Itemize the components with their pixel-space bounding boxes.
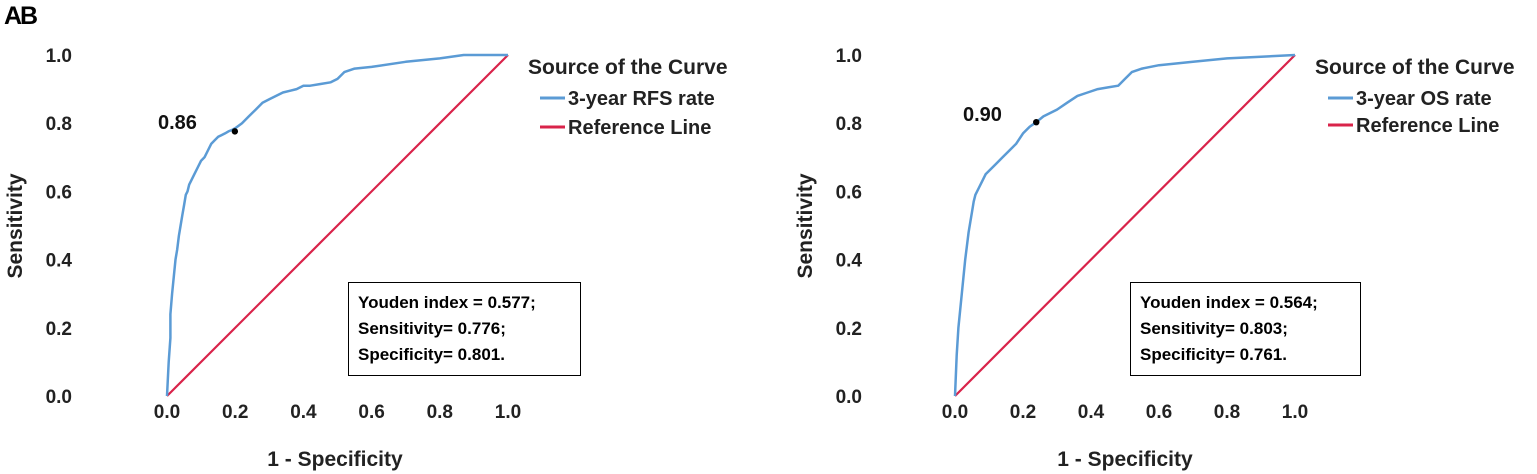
x-axis-title: 1 - Specificity: [267, 448, 403, 471]
legend: Source of the Curve 3-year RFS rate Refe…: [528, 56, 728, 139]
y-tick-label: 0.8: [836, 114, 862, 135]
stats-box: Youden index = 0.577; Sensitivity= 0.776…: [348, 282, 581, 376]
y-tick-label: 0.2: [46, 319, 72, 340]
panel-letter: B: [20, 2, 38, 30]
roc-chart-a: A 0.00.20.40.60.81.0 0.0 0.2 0.4 0.6 0.8 1.0 …: [4, 2, 728, 471]
x-tick-label: 0.0: [154, 402, 180, 423]
specificity-value: Specificity= 0.761.: [1140, 345, 1287, 364]
y-axis-title: Sensitivity: [794, 173, 817, 278]
x-tick-label: 0.4: [290, 402, 317, 423]
y-tick-label: 1.0: [836, 46, 862, 67]
stats-box: Youden index = 0.564; Sensitivity= 0.803…: [1130, 282, 1361, 376]
y-ticks: 0.0 0.2 0.4 0.6 0.8 1.0: [836, 46, 863, 408]
y-tick-label: 0.8: [46, 114, 72, 135]
x-ticks: 0.0 0.2 0.4 0.6 0.8 1.0: [154, 402, 521, 423]
x-ticks: 0.0 0.2 0.4 0.6 0.8 1.0: [942, 402, 1308, 423]
x-tick-label: 0.0: [942, 402, 968, 423]
sensitivity-value: Sensitivity= 0.776;: [358, 319, 506, 338]
y-tick-label: 0.4: [46, 251, 73, 272]
x-tick-label: 0.2: [222, 402, 248, 423]
legend-label-reference: Reference Line: [568, 117, 711, 139]
youden-index: Youden index = 0.577;: [358, 293, 536, 312]
plot-area: [953, 53, 1296, 397]
roc-curve: [165, 53, 508, 397]
cutoff-point: [231, 128, 239, 135]
x-tick-label: 1.0: [495, 402, 521, 423]
x-tick-label: 1.0: [1282, 402, 1308, 423]
x-tick-label: 0.4: [1078, 402, 1105, 423]
reference-line: [954, 54, 1296, 397]
reference-line: [166, 54, 509, 397]
y-tick-label: 0.0: [46, 387, 72, 408]
x-tick-label: 0.8: [427, 402, 453, 423]
legend: Source of the Curve 3-year OS rate Refer…: [1315, 56, 1515, 137]
y-axis-title: Sensitivity: [4, 173, 27, 278]
y-tick-label: 0.6: [836, 182, 862, 203]
legend-label-reference: Reference Line: [1356, 115, 1499, 137]
roc-curve: [953, 53, 1296, 397]
plot-area: [165, 53, 509, 397]
x-axis-title: 1 - Specificity: [1057, 448, 1193, 471]
sensitivity-value: Sensitivity= 0.803;: [1140, 319, 1288, 338]
x-tick-label: 0.6: [358, 402, 384, 423]
legend-title: Source of the Curve: [1315, 56, 1515, 79]
y-ticks: 0.0 0.2 0.4 0.6 0.8 1.0: [46, 46, 73, 408]
y-tick-label: 1.0: [46, 46, 72, 67]
cutoff-label: 0.90: [963, 104, 1002, 126]
y-tick-label: 0.4: [836, 251, 863, 272]
legend-title: Source of the Curve: [528, 56, 728, 79]
cutoff-point: [1033, 118, 1040, 126]
youden-index: Youden index = 0.564;: [1140, 293, 1318, 312]
roc-panel-b: B 0.0 0.2 0.4 0.6 0.8 1.0 0.0 0.2 0.4 0.6 0.8 1.0 …: [20, 0, 1536, 474]
panel-letter: A: [4, 2, 22, 30]
y-tick-label: 0.6: [46, 182, 72, 203]
x-tick-label: 0.6: [1146, 402, 1172, 423]
x-tick-label: 0.8: [1214, 402, 1240, 423]
specificity-value: Specificity= 0.801.: [358, 345, 505, 364]
roc-panel-a: A 0.0 0.2 0.4 0.6 0.8 1.0 0.0 0.2 0.4 0.6 0.8 1.0 …: [0, 0, 768, 474]
cutoff-label: 0.86: [158, 112, 197, 134]
legend-label-roc: 3-year RFS rate: [568, 88, 715, 110]
y-tick-label: 0.0: [836, 387, 862, 408]
roc-chart-b: B 0.00.20.40.60.81.0 0.0 0.2 0.4 0.6 0.8 1.0 …: [20, 2, 1515, 471]
x-tick-label: 0.2: [1010, 402, 1036, 423]
legend-label-roc: 3-year OS rate: [1356, 88, 1492, 110]
y-tick-label: 0.2: [836, 319, 862, 340]
